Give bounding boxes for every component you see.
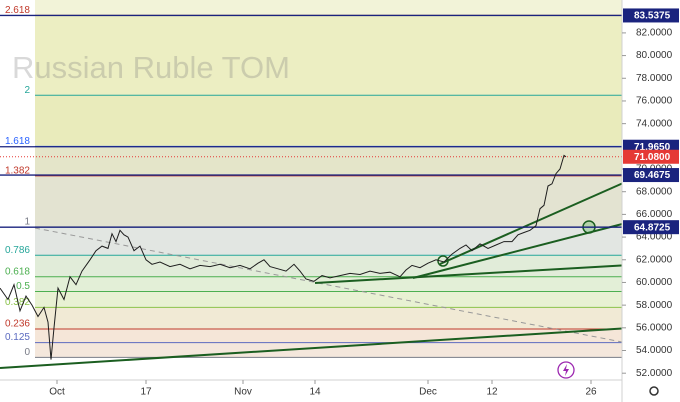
- y-tick-label: 74.0000: [636, 118, 673, 129]
- fib-label: 2: [24, 85, 30, 96]
- price-level-box-label: 71.9650: [634, 142, 671, 153]
- fib-label: 0.125: [5, 332, 30, 343]
- settings-icon[interactable]: [649, 386, 659, 396]
- fib-band: [35, 226, 622, 256]
- price-level-box-label: 64.8725: [634, 222, 671, 233]
- time-axis: [0, 380, 622, 402]
- fib-band: [35, 15, 622, 96]
- fib-band: [35, 146, 622, 176]
- x-tick-label: Oct: [49, 387, 65, 398]
- last-price-box: [623, 149, 679, 164]
- x-tick-label: 14: [309, 387, 321, 398]
- y-tick-label: 62.0000: [636, 254, 673, 265]
- marker-circle: [437, 255, 449, 267]
- fib-band: [35, 255, 622, 277]
- price-line: [0, 154, 567, 360]
- price-level-box: [623, 220, 679, 235]
- y-tick-label: 78.0000: [636, 73, 673, 84]
- watermark: Russian Ruble TOM: [12, 50, 290, 85]
- y-tick-label: 66.0000: [636, 209, 673, 220]
- fib-band: [35, 276, 622, 292]
- last-price-box-label: 71.0800: [634, 152, 671, 163]
- price-level-box-label: 69.4675: [634, 170, 671, 181]
- fib-band: [35, 291, 622, 308]
- y-tick-label: 64.0000: [636, 232, 673, 243]
- y-tick-label: 82.0000: [636, 28, 673, 39]
- trend-line: [314, 264, 631, 284]
- fib-label: 0: [24, 347, 30, 358]
- y-tick-label: 52.0000: [636, 368, 673, 379]
- fib-band: [35, 0, 622, 16]
- y-tick-label: 60.0000: [636, 277, 673, 288]
- fib-band: [35, 328, 622, 343]
- price-level-box: [623, 8, 679, 23]
- x-tick-label: 26: [585, 387, 597, 398]
- x-tick-label: Dec: [419, 387, 437, 398]
- fib-label: 1.618: [5, 136, 30, 147]
- fib-band: [35, 342, 622, 358]
- fib-label: 2.618: [5, 5, 30, 16]
- fib-label: 1.382: [5, 165, 30, 176]
- fib-label: 1: [24, 217, 30, 228]
- price-level-box-label: 83.5375: [634, 11, 671, 22]
- fib-label: 0.786: [5, 245, 30, 256]
- fib-band: [35, 307, 622, 329]
- fib-label: 0.5: [16, 281, 30, 292]
- fib-band: [35, 175, 622, 227]
- trend-line: [0, 327, 631, 369]
- y-tick-label: 68.0000: [636, 186, 673, 197]
- x-tick-label: Nov: [234, 387, 252, 398]
- price-axis: [622, 0, 680, 402]
- fib-label: 0.236: [5, 319, 30, 330]
- x-tick-label: 17: [140, 387, 152, 398]
- fib-band: [35, 95, 622, 147]
- y-tick-label: 56.0000: [636, 322, 673, 333]
- y-tick-label: 76.0000: [636, 96, 673, 107]
- fib-label: 0.618: [5, 266, 30, 277]
- y-tick-label: 58.0000: [636, 300, 673, 311]
- price-level-box: [623, 168, 679, 183]
- y-tick-label: 80.0000: [636, 50, 673, 61]
- y-tick-label: 54.0000: [636, 345, 673, 356]
- lightning-glyph: [563, 364, 569, 376]
- x-tick-label: 12: [486, 387, 498, 398]
